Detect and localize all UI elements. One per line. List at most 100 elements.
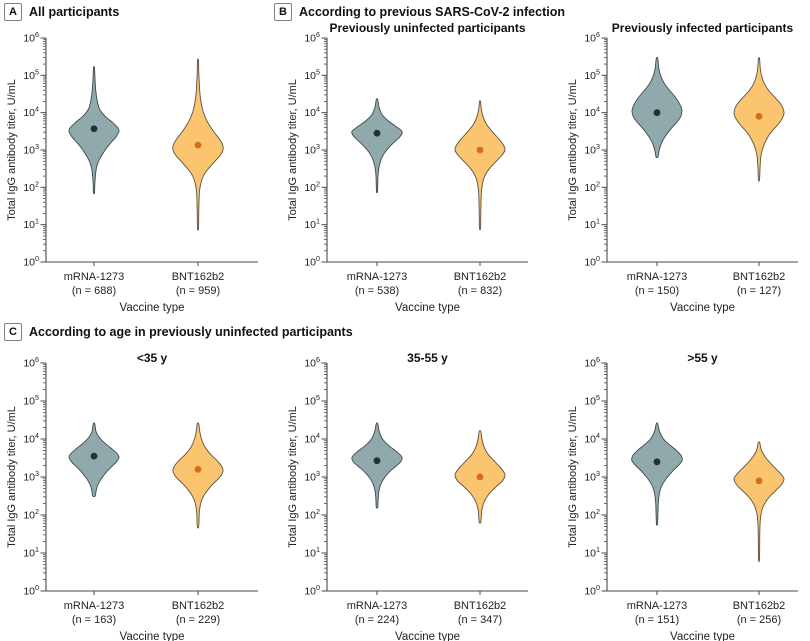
violin-plot-svg: 100 101 102 103 104 105 106 Total IgG antibody … [6,30,258,314]
y-tick-label: 105 [304,393,320,408]
n-label: (n = 151) [635,614,679,626]
y-tick-label: 102 [23,179,39,194]
y-tick-label: 104 [584,431,600,446]
y-tick-label: 106 [304,355,320,370]
median-dot-bnt162b2 [476,146,484,154]
y-tick-label: 100 [23,254,39,269]
y-tick-label: 105 [23,67,39,82]
y-tick-label: 102 [584,179,600,194]
n-label: (n = 832) [458,285,502,297]
violin-plot-svg: 100 101 102 103 104 105 106 Total IgG antibody … [287,355,528,641]
x-axis-title: Vaccine type [120,302,185,314]
y-tick-label: 102 [23,507,39,522]
y-tick-label: 100 [304,583,320,598]
violin-plot-svg: 100 101 102 103 104 105 106 Total IgG antibody … [287,30,528,314]
y-tick-label: 106 [304,30,320,45]
y-tick-label: 103 [304,142,320,157]
category-label: BNT162b2 [454,271,507,283]
y-tick-label: 105 [584,393,600,408]
y-tick-label: 102 [584,507,600,522]
y-axis: 100 101 102 103 104 105 106 [23,30,47,269]
y-tick-label: 106 [584,355,600,370]
y-tick-label: 101 [23,545,39,560]
y-tick-label: 103 [23,142,39,157]
y-tick-label: 105 [584,67,600,82]
category-label: mRNA-1273 [627,600,688,612]
y-tick-label: 102 [304,179,320,194]
x-axis [607,261,798,266]
x-axis [607,590,798,595]
violin-mrna-1273 [351,422,403,509]
violin-mrna-1273 [68,422,120,498]
panel-label-b: B [274,3,292,21]
subplot-subtitle: <35 y [136,351,168,365]
y-tick-label: 103 [584,142,600,157]
category-label: mRNA-1273 [347,271,408,283]
y-tick-label: 106 [23,355,39,370]
violin-plot-svg: 100 101 102 103 104 105 106 Total IgG antibody … [6,355,258,641]
n-label: (n = 256) [737,614,781,626]
y-tick-label: 105 [23,393,39,408]
y-tick-label: 106 [584,30,600,45]
median-dot-mrna-1273 [90,452,98,460]
y-tick-label: 105 [304,67,320,82]
median-dot-mrna-1273 [373,457,381,465]
x-axis-title: Vaccine type [670,302,735,314]
panel-header-b: B According to previous SARS-CoV-2 infec… [274,3,565,21]
y-tick-label: 104 [304,105,320,120]
violin-bnt162b2 [733,441,785,563]
n-label: (n = 538) [355,285,399,297]
y-axis-title: Total IgG antibody titer, U/mL [567,79,579,221]
y-tick-label: 103 [584,469,600,484]
median-dot-bnt162b2 [476,473,484,481]
median-dot-mrna-1273 [653,109,661,117]
median-dot-mrna-1273 [373,129,381,137]
violin-bnt162b2 [172,422,224,529]
median-dot-bnt162b2 [755,113,763,120]
category-label: BNT162b2 [172,271,225,283]
violin-mrna-1273 [631,422,683,526]
y-tick-label: 101 [304,217,320,232]
violin-plot-svg: 100 101 102 103 104 105 106 Total IgG antibody … [567,355,798,641]
median-dot-bnt162b2 [194,141,202,149]
violin-mrna-1273 [631,56,683,159]
x-axis-title: Vaccine type [395,302,460,314]
panel-header-c: C According to age in previously uninfec… [4,323,353,341]
y-tick-label: 101 [304,545,320,560]
n-label: (n = 150) [635,285,679,297]
x-axis-title: Vaccine type [395,631,460,641]
subplot-subtitle: >55 y [687,351,718,365]
n-label: (n = 959) [176,285,220,297]
y-tick-label: 104 [304,431,320,446]
y-tick-label: 100 [584,583,600,598]
category-label: BNT162b2 [733,600,786,612]
category-label: BNT162b2 [454,600,507,612]
y-tick-label: 103 [23,469,39,484]
y-tick-label: 103 [304,469,320,484]
x-axis [46,590,258,595]
subplot-subtitle: Previously uninfected participants [329,21,526,35]
median-dot-bnt162b2 [194,466,202,473]
y-tick-label: 104 [23,431,39,446]
n-label: (n = 163) [72,614,116,626]
category-label: BNT162b2 [733,271,786,283]
y-axis-title: Total IgG antibody titer, U/mL [287,406,299,548]
category-label: mRNA-1273 [347,600,408,612]
y-axis: 100 101 102 103 104 105 106 [304,30,328,269]
y-axis-title: Total IgG antibody titer, U/mL [287,79,299,221]
y-axis-title: Total IgG antibody titer, U/mL [567,406,579,548]
panel-label-a: A [4,3,22,21]
y-axis-title: Total IgG antibody titer, U/mL [6,406,18,548]
x-axis [327,261,528,266]
y-tick-label: 104 [584,105,600,120]
n-label: (n = 347) [458,614,502,626]
violin-bnt162b2 [454,100,506,231]
x-axis-title: Vaccine type [670,631,735,641]
y-axis: 100 101 102 103 104 105 106 [304,355,328,598]
violin-plot-svg: 100 101 102 103 104 105 106 Total IgG antibody … [567,30,798,314]
n-label: (n = 224) [355,614,399,626]
panel-header-a: A All participants [4,3,119,21]
y-tick-label: 100 [23,583,39,598]
panel-title-a: All participants [29,5,120,19]
